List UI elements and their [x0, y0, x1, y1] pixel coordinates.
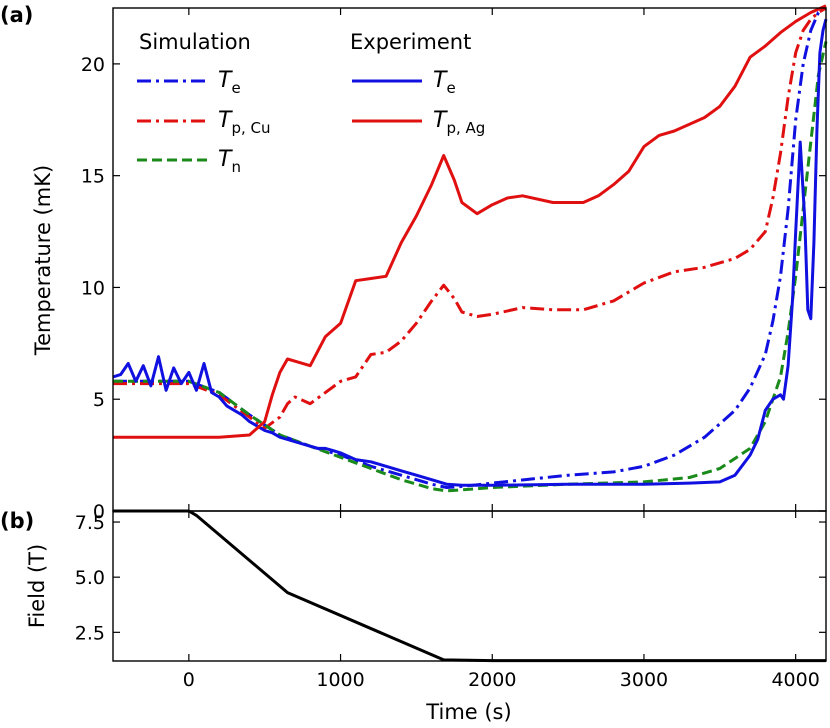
- y-tick-label: 0: [93, 501, 105, 523]
- panel-b-label: (b): [0, 509, 34, 533]
- panel-a-y-axis-label: Temperature (mK): [31, 165, 55, 356]
- series-line-sim_Te: [113, 6, 827, 489]
- panel-a-series: [112, 4, 828, 493]
- y-tick-label: 15: [81, 166, 105, 188]
- panel-b: 2.5 5.0 7.5 0 1000 2000 3000 4000 (b) Field (T…: [0, 509, 827, 724]
- x-axis-label: Time (s): [425, 700, 511, 724]
- legend-entry-exp-tpag: Tp, Ag: [433, 108, 485, 137]
- x-tick-label: 2000: [468, 669, 516, 691]
- legend-title-experiment: Experiment: [350, 30, 471, 54]
- panel-b-x-ticks: 0 1000 2000 3000 4000: [183, 511, 820, 691]
- y-tick-label: 20: [81, 54, 105, 76]
- panel-a-y-ticks: 0 5 10 15 20: [81, 8, 826, 523]
- legend-title-simulation: Simulation: [139, 30, 251, 54]
- panel-a-label: (a): [0, 3, 33, 27]
- x-tick-label: 3000: [620, 669, 668, 691]
- panel-b-frame: [112, 510, 827, 662]
- y-tick-label: 2.5: [75, 622, 105, 644]
- series-line-exp_TpAg: [113, 4, 827, 439]
- panel-b-y-ticks: 2.5 5.0 7.5: [75, 512, 826, 644]
- series-line-exp_Te: [112, 18, 828, 487]
- legend-entry-sim-te: Te: [218, 68, 241, 97]
- series-line-sim_TpCu: [113, 6, 827, 430]
- x-tick-label: 0: [183, 669, 195, 691]
- legend: Simulation Experiment Te Tp, Cu Tn Te Tp…: [137, 30, 485, 176]
- y-tick-label: 5: [93, 389, 105, 411]
- series-line-field: [113, 509, 826, 663]
- legend-entry-sim-tpcu: Tp, Cu: [218, 108, 271, 137]
- y-tick-label: 5.0: [75, 567, 105, 589]
- y-tick-label: 7.5: [75, 512, 105, 534]
- panel-b-series: [113, 509, 826, 663]
- x-tick-label: 4000: [771, 669, 819, 691]
- legend-entry-exp-te: Te: [433, 68, 456, 97]
- panel-a: 0 5 10 15 20 (a) Temperature (mK) Simulation…: [0, 3, 828, 523]
- legend-entry-sim-tn: Tn: [218, 147, 241, 176]
- x-tick-label: 1000: [316, 669, 364, 691]
- panel-b-y-axis-label: Field (T): [25, 544, 49, 628]
- y-tick-label: 10: [81, 277, 105, 299]
